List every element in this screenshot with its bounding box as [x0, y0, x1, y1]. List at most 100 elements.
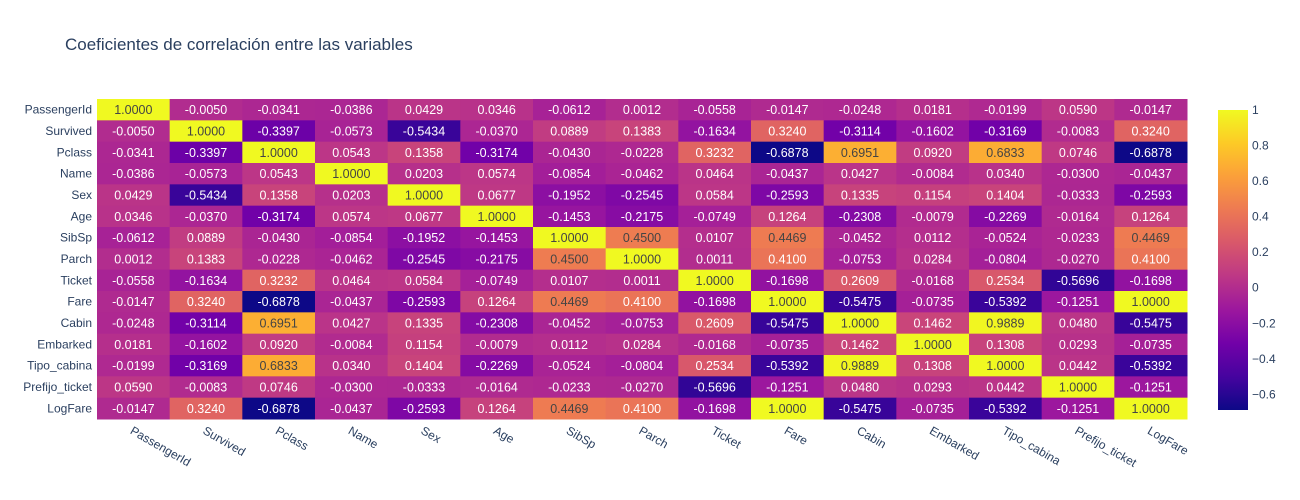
heatmap-cell-Name-Ticket[interactable] [678, 163, 752, 185]
heatmap-cell-SibSp-Survived[interactable] [169, 227, 243, 249]
heatmap-cell-Parch-PassengerId[interactable] [97, 248, 171, 271]
heatmap-cell-Embarked-Survived[interactable] [169, 333, 243, 356]
heatmap-cell-PassengerId-Fare[interactable] [751, 99, 825, 121]
heatmap-cell-Fare-Age[interactable] [460, 291, 534, 313]
heatmap-cell-Name-LogFare[interactable] [1114, 163, 1188, 185]
heatmap-cell-Tipo_cabina-PassengerId[interactable] [97, 355, 171, 377]
heatmap-cell-Survived-PassengerId[interactable] [97, 120, 171, 143]
heatmap-cell-Tipo_cabina-Fare[interactable] [751, 355, 825, 377]
heatmap-cell-Tipo_cabina-Prefijo_ticket[interactable] [1041, 355, 1115, 377]
heatmap-cell-Sex-Parch[interactable] [605, 184, 679, 207]
heatmap-cell-SibSp-Sex[interactable] [387, 227, 461, 249]
heatmap-cell-PassengerId-Name[interactable] [315, 99, 389, 121]
heatmap-cell-Fare-PassengerId[interactable] [97, 291, 171, 313]
heatmap-cell-Tipo_cabina-Sex[interactable] [387, 355, 461, 377]
heatmap-cell-LogFare-Survived[interactable] [169, 397, 243, 420]
heatmap-cell-Prefijo_ticket-LogFare[interactable] [1114, 376, 1188, 399]
heatmap-cell-Prefijo_ticket-Ticket[interactable] [678, 376, 752, 399]
heatmap-cell-SibSp-Prefijo_ticket[interactable] [1041, 227, 1115, 249]
heatmap-cell-Ticket-Ticket[interactable] [678, 269, 752, 292]
heatmap-cell-Age-Age[interactable] [460, 205, 534, 228]
heatmap-cell-Sex-LogFare[interactable] [1114, 184, 1188, 207]
heatmap-cell-Age-Survived[interactable] [169, 205, 243, 228]
heatmap-cell-Ticket-LogFare[interactable] [1114, 269, 1188, 292]
heatmap-cell-LogFare-Parch[interactable] [605, 397, 679, 420]
heatmap-cell-Survived-LogFare[interactable] [1114, 120, 1188, 143]
heatmap-cell-Ticket-Survived[interactable] [169, 269, 243, 292]
heatmap-cell-Sex-Survived[interactable] [169, 184, 243, 207]
heatmap-cell-Pclass-PassengerId[interactable] [97, 141, 171, 164]
heatmap-cell-PassengerId-PassengerId[interactable] [97, 99, 171, 121]
heatmap-cell-Prefijo_ticket-Age[interactable] [460, 376, 534, 399]
heatmap-cell-Survived-Prefijo_ticket[interactable] [1041, 120, 1115, 143]
heatmap-cell-PassengerId-Prefijo_ticket[interactable] [1041, 99, 1115, 121]
heatmap-cell-Tipo_cabina-Survived[interactable] [169, 355, 243, 377]
heatmap-cell-Embarked-Age[interactable] [460, 333, 534, 356]
heatmap-cell-Fare-Ticket[interactable] [678, 291, 752, 313]
heatmap-cell-LogFare-PassengerId[interactable] [97, 397, 171, 420]
heatmap-cell-Cabin-Pclass[interactable] [242, 312, 316, 335]
heatmap-cell-Survived-Survived[interactable] [169, 120, 243, 143]
heatmap-cell-Embarked-Parch[interactable] [605, 333, 679, 356]
heatmap-cell-Survived-Age[interactable] [460, 120, 534, 143]
heatmap-cell-Embarked-Pclass[interactable] [242, 333, 316, 356]
heatmap-cell-Sex-SibSp[interactable] [533, 184, 607, 207]
heatmap-cell-Sex-Fare[interactable] [751, 184, 825, 207]
heatmap-cell-Cabin-Fare[interactable] [751, 312, 825, 335]
heatmap-cell-Parch-Embarked[interactable] [896, 248, 970, 271]
heatmap-cell-Embarked-Cabin[interactable] [823, 333, 897, 356]
heatmap-cell-SibSp-LogFare[interactable] [1114, 227, 1188, 249]
heatmap-cell-Fare-Sex[interactable] [387, 291, 461, 313]
heatmap-cell-Fare-Embarked[interactable] [896, 291, 970, 313]
heatmap-cell-Fare-Fare[interactable] [751, 291, 825, 313]
heatmap-cell-Name-Pclass[interactable] [242, 163, 316, 185]
heatmap-cell-Cabin-Ticket[interactable] [678, 312, 752, 335]
heatmap-cell-Cabin-PassengerId[interactable] [97, 312, 171, 335]
heatmap-cell-Embarked-SibSp[interactable] [533, 333, 607, 356]
heatmap-cell-Cabin-Age[interactable] [460, 312, 534, 335]
heatmap-cell-Embarked-Embarked[interactable] [896, 333, 970, 356]
heatmap-cell-Survived-Parch[interactable] [605, 120, 679, 143]
heatmap-cell-Ticket-Prefijo_ticket[interactable] [1041, 269, 1115, 292]
heatmap-cell-LogFare-Fare[interactable] [751, 397, 825, 420]
heatmap-cell-Ticket-Sex[interactable] [387, 269, 461, 292]
heatmap-cell-Prefijo_ticket-Parch[interactable] [605, 376, 679, 399]
heatmap-cell-Pclass-Sex[interactable] [387, 141, 461, 164]
heatmap-cell-Pclass-Survived[interactable] [169, 141, 243, 164]
heatmap-cell-Sex-Tipo_cabina[interactable] [969, 184, 1043, 207]
heatmap-cell-LogFare-Sex[interactable] [387, 397, 461, 420]
heatmap-cell-Prefijo_ticket-Tipo_cabina[interactable] [969, 376, 1043, 399]
heatmap-cell-Pclass-Ticket[interactable] [678, 141, 752, 164]
heatmap-cell-Embarked-Fare[interactable] [751, 333, 825, 356]
heatmap-cell-SibSp-Ticket[interactable] [678, 227, 752, 249]
heatmap-cell-Fare-Tipo_cabina[interactable] [969, 291, 1043, 313]
heatmap-cell-PassengerId-Age[interactable] [460, 99, 534, 121]
heatmap-cell-SibSp-SibSp[interactable] [533, 227, 607, 249]
heatmap-cell-Age-Sex[interactable] [387, 205, 461, 228]
heatmap-cell-Prefijo_ticket-Sex[interactable] [387, 376, 461, 399]
heatmap-cell-Cabin-Tipo_cabina[interactable] [969, 312, 1043, 335]
heatmap-cell-Parch-Cabin[interactable] [823, 248, 897, 271]
heatmap-cell-SibSp-Pclass[interactable] [242, 227, 316, 249]
heatmap-cell-Age-Prefijo_ticket[interactable] [1041, 205, 1115, 228]
heatmap-cell-Sex-Name[interactable] [315, 184, 389, 207]
heatmap-cell-Age-Embarked[interactable] [896, 205, 970, 228]
heatmap-cell-Name-SibSp[interactable] [533, 163, 607, 185]
heatmap-cell-Tipo_cabina-Parch[interactable] [605, 355, 679, 377]
heatmap-cell-LogFare-Embarked[interactable] [896, 397, 970, 420]
heatmap-cell-PassengerId-SibSp[interactable] [533, 99, 607, 121]
heatmap-cell-LogFare-Ticket[interactable] [678, 397, 752, 420]
heatmap-cell-Name-Age[interactable] [460, 163, 534, 185]
heatmap-cell-Sex-Sex[interactable] [387, 184, 461, 207]
heatmap-cell-Ticket-Fare[interactable] [751, 269, 825, 292]
heatmap-cell-Pclass-Parch[interactable] [605, 141, 679, 164]
heatmap-cell-Pclass-Fare[interactable] [751, 141, 825, 164]
heatmap-cell-Survived-Cabin[interactable] [823, 120, 897, 143]
heatmap-cell-SibSp-Fare[interactable] [751, 227, 825, 249]
heatmap-cell-Prefijo_ticket-Fare[interactable] [751, 376, 825, 399]
heatmap-cell-Sex-Embarked[interactable] [896, 184, 970, 207]
heatmap-cell-Pclass-SibSp[interactable] [533, 141, 607, 164]
heatmap-cell-Tipo_cabina-Embarked[interactable] [896, 355, 970, 377]
heatmap-cell-Pclass-Cabin[interactable] [823, 141, 897, 164]
heatmap-cell-Parch-LogFare[interactable] [1114, 248, 1188, 271]
